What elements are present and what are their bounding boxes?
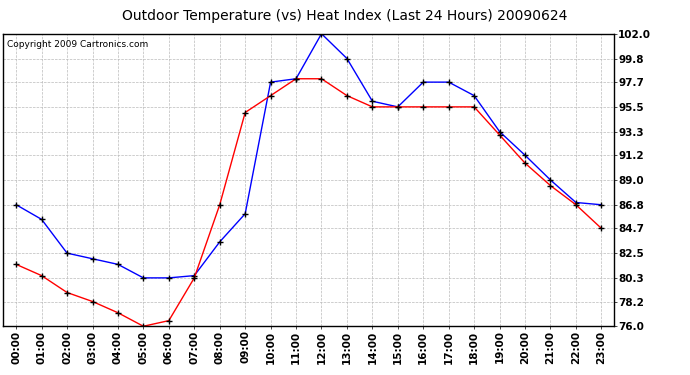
Text: Copyright 2009 Cartronics.com: Copyright 2009 Cartronics.com [6,40,148,49]
Text: Outdoor Temperature (vs) Heat Index (Last 24 Hours) 20090624: Outdoor Temperature (vs) Heat Index (Las… [122,9,568,23]
